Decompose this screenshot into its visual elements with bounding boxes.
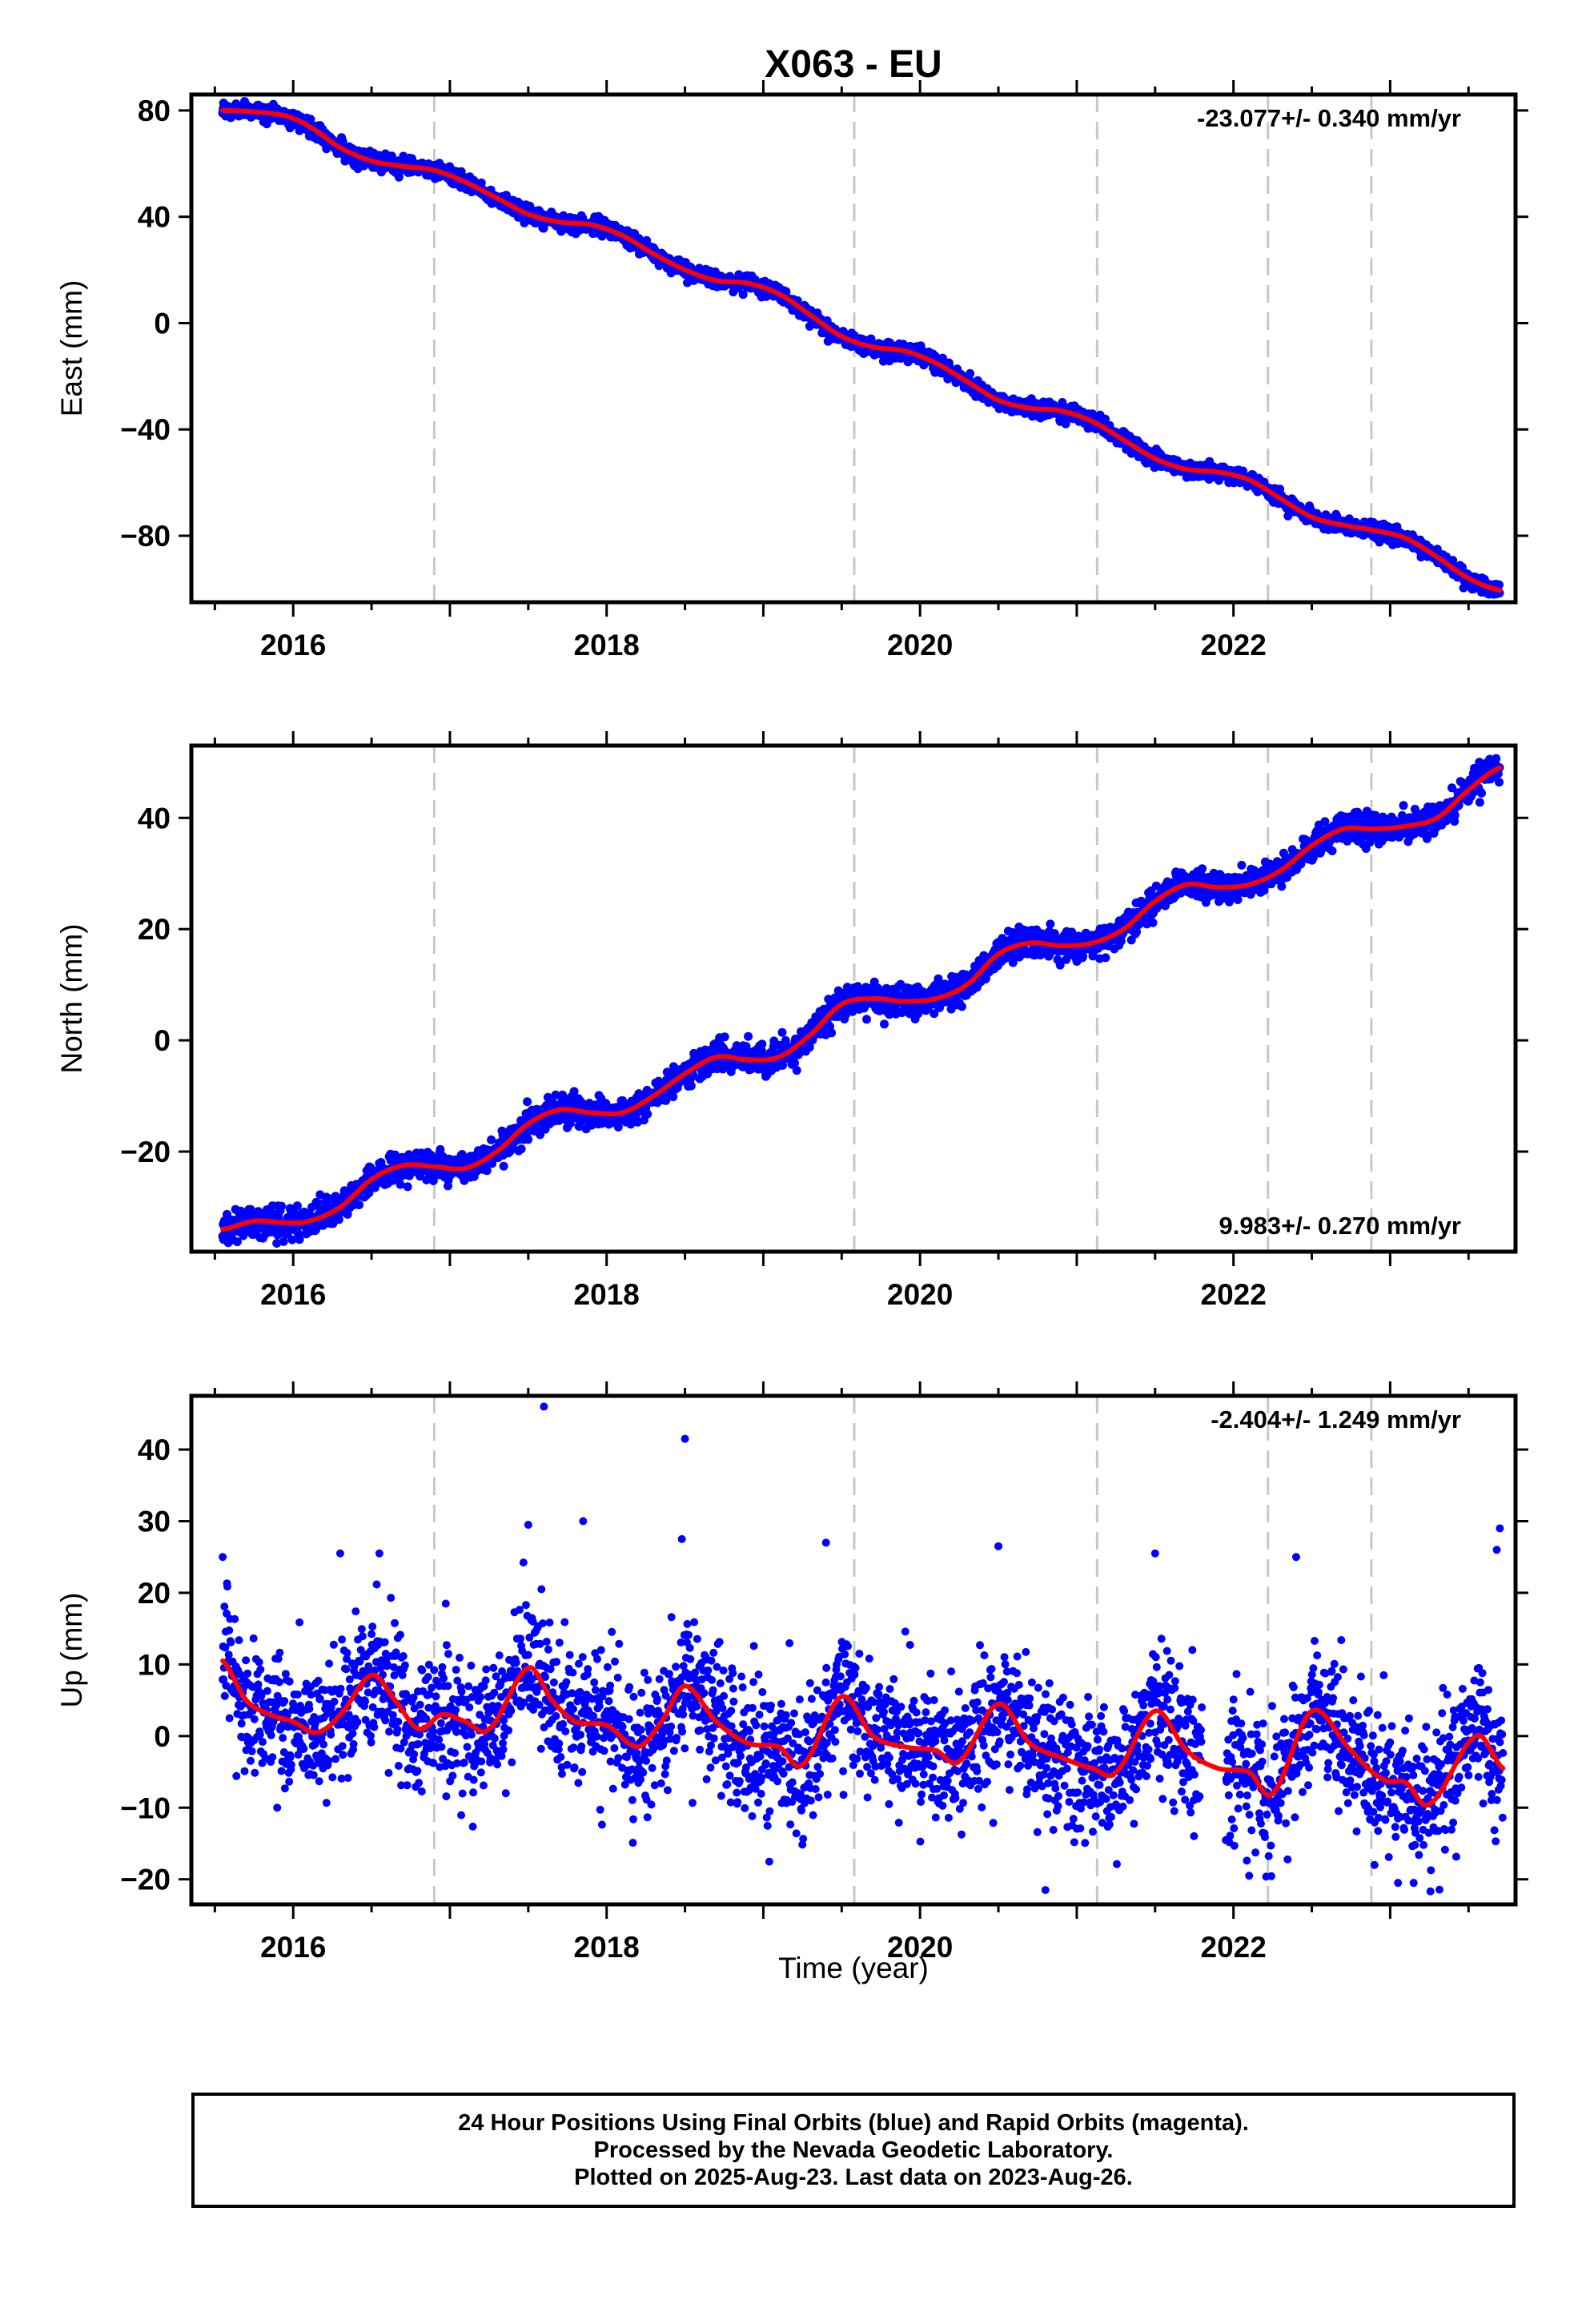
y-axis-label: East (mm) <box>55 280 88 417</box>
plot-area <box>218 94 1504 602</box>
data-point <box>292 1201 302 1211</box>
x-tick-label: 2016 <box>260 629 326 661</box>
y-tick-label: −40 <box>120 413 171 446</box>
observations <box>218 97 1504 599</box>
data-point <box>334 1215 343 1224</box>
data-point <box>1101 414 1110 424</box>
data-point <box>862 1015 871 1024</box>
x-tick-label: 2022 <box>1201 629 1267 661</box>
data-point <box>880 1019 889 1029</box>
y-tick-label: 80 <box>138 94 171 127</box>
data-point <box>643 1109 652 1119</box>
data-point <box>394 172 404 182</box>
data-point <box>792 1066 801 1076</box>
data-point <box>403 1182 412 1192</box>
data-point <box>539 223 548 233</box>
data-point <box>613 1122 623 1132</box>
panel-east: 2016 2018 2020 2022 80 40 0 −40 −80 East (mm) -23.… <box>55 80 1528 661</box>
data-point <box>277 1201 287 1211</box>
data-point <box>827 1028 837 1038</box>
data-point <box>482 1166 492 1176</box>
data-point <box>738 290 748 300</box>
chart-title: X063 - EU <box>765 43 942 86</box>
data-point <box>744 1031 753 1041</box>
data-point <box>777 1027 787 1037</box>
x-tick-label: 2018 <box>574 629 640 661</box>
data-point <box>966 368 975 378</box>
data-point <box>1046 919 1055 929</box>
data-point <box>516 1144 526 1154</box>
data-point <box>524 1135 533 1144</box>
plot-area <box>218 746 1504 1252</box>
data-point <box>958 1002 966 1011</box>
data-point <box>523 1097 532 1107</box>
y-tick-label: −80 <box>120 520 171 553</box>
data-point <box>355 1200 364 1209</box>
data-point <box>499 1161 508 1171</box>
data-point <box>720 1032 729 1042</box>
data-point <box>757 1039 767 1049</box>
x-tick-label: 2020 <box>887 629 953 661</box>
data-point <box>686 1081 696 1091</box>
data-point <box>295 1235 304 1244</box>
data-point <box>487 1135 496 1144</box>
y-tick-label: 0 <box>154 307 171 340</box>
rate-annotation: -23.077+/- 0.340 mm/yr <box>1197 104 1461 132</box>
y-tick-label: 40 <box>138 201 171 234</box>
data-point <box>476 178 486 187</box>
